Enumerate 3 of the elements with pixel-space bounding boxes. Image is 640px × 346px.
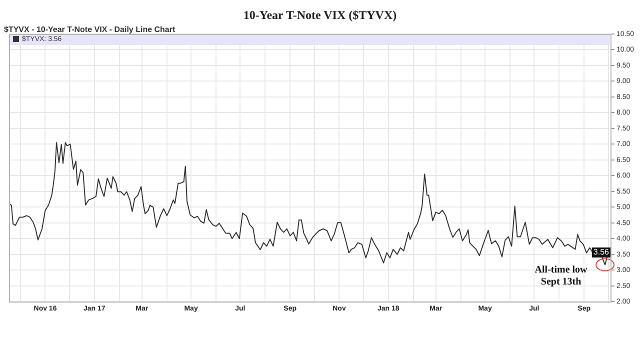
chart-title: 10-Year T-Note VIX ($TYVX)	[242, 8, 398, 23]
annotation: All-time low Sept 13th	[534, 264, 588, 288]
chart-subtitle: $TYVX - 10-Year T-Note VIX - Daily Line Chart	[4, 25, 176, 34]
